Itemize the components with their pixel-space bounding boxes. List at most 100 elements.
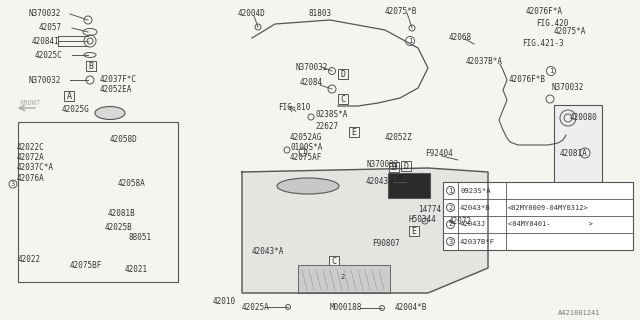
Ellipse shape (95, 107, 125, 119)
Text: N370032: N370032 (551, 83, 584, 92)
Text: 88051: 88051 (128, 233, 151, 242)
Text: 14774: 14774 (418, 204, 441, 213)
Text: 42025A: 42025A (242, 302, 269, 311)
Text: N370032: N370032 (29, 76, 61, 84)
Text: 42075AF: 42075AF (290, 153, 323, 162)
Text: 42025G: 42025G (62, 105, 90, 114)
Text: D: D (340, 69, 346, 78)
Circle shape (447, 237, 454, 245)
Bar (443, 182, 633, 250)
Text: FRONT: FRONT (20, 100, 41, 106)
Text: 42081A: 42081A (560, 148, 588, 157)
Text: N370032: N370032 (29, 9, 61, 18)
Text: <02MY0009-04MY0312>: <02MY0009-04MY0312> (508, 204, 589, 211)
Text: 42052Z: 42052Z (385, 132, 413, 141)
Text: 42043*B: 42043*B (460, 204, 491, 211)
Text: A421001241: A421001241 (558, 310, 600, 316)
Text: D: D (403, 162, 408, 171)
Text: 42084I: 42084I (32, 36, 60, 45)
Text: 42043J: 42043J (460, 221, 486, 228)
Text: 22627: 22627 (315, 122, 338, 131)
Text: 42057: 42057 (38, 22, 61, 31)
Text: 42058D: 42058D (110, 134, 138, 143)
Text: 42022C: 42022C (17, 142, 45, 151)
Bar (298, 265, 390, 293)
Text: A: A (67, 92, 72, 100)
Bar (329, 256, 339, 266)
Text: 42022: 42022 (18, 255, 41, 265)
Text: 42068: 42068 (449, 33, 472, 42)
Text: 420080: 420080 (570, 113, 598, 122)
Text: FIG.810: FIG.810 (278, 102, 310, 111)
Text: 42075*A: 42075*A (554, 27, 586, 36)
Text: 42004*B: 42004*B (395, 302, 428, 311)
Circle shape (547, 67, 556, 76)
Text: 42076F*B: 42076F*B (509, 75, 546, 84)
Text: 1: 1 (408, 38, 412, 44)
Text: F90807: F90807 (372, 239, 400, 249)
Text: 2: 2 (449, 221, 452, 228)
Text: M000188: M000188 (330, 302, 362, 311)
Circle shape (299, 148, 307, 156)
Text: 42043*A: 42043*A (252, 246, 284, 255)
Circle shape (9, 180, 17, 188)
Text: FIG.421-3: FIG.421-3 (522, 38, 564, 47)
Text: 2: 2 (449, 204, 452, 211)
Ellipse shape (277, 178, 339, 194)
Bar (388, 173, 430, 198)
Text: 1: 1 (301, 149, 305, 155)
Text: C: C (332, 257, 337, 266)
Text: 42081B: 42081B (108, 209, 136, 218)
Polygon shape (242, 168, 488, 293)
Text: 42037B*F: 42037B*F (460, 238, 495, 244)
Bar (349, 127, 359, 137)
Text: 1: 1 (549, 68, 553, 74)
Text: E: E (412, 227, 417, 236)
Text: 42052AG: 42052AG (290, 132, 323, 141)
Text: E: E (351, 127, 356, 137)
Text: 42072A: 42072A (17, 153, 45, 162)
Text: F92404: F92404 (425, 148, 452, 157)
Circle shape (406, 36, 415, 45)
Text: 42004D: 42004D (238, 9, 266, 18)
Text: 42058A: 42058A (118, 179, 146, 188)
Text: 42075BF: 42075BF (70, 260, 102, 269)
Text: 42052EA: 42052EA (100, 84, 132, 93)
Text: 2: 2 (341, 274, 345, 280)
Text: C: C (340, 94, 346, 103)
Text: 42010: 42010 (213, 297, 236, 306)
Bar (409, 226, 419, 236)
Text: 42076F*A: 42076F*A (526, 6, 563, 15)
Bar (338, 94, 348, 104)
Text: 1: 1 (449, 188, 452, 194)
Text: 81803: 81803 (308, 9, 331, 18)
Text: N370032: N370032 (366, 159, 398, 169)
Circle shape (447, 204, 454, 212)
Text: B: B (392, 163, 397, 172)
Circle shape (447, 220, 454, 228)
Text: 42037B*A: 42037B*A (466, 57, 503, 66)
Text: FIG.420: FIG.420 (536, 19, 568, 28)
Text: 42025C: 42025C (34, 51, 62, 60)
Text: 42037C*A: 42037C*A (17, 163, 54, 172)
Bar (64, 91, 74, 101)
Text: N370032: N370032 (295, 62, 328, 71)
Bar (554, 105, 602, 183)
Text: 42075*B: 42075*B (385, 6, 417, 15)
Text: 42021: 42021 (125, 266, 148, 275)
Circle shape (447, 187, 454, 195)
Text: B: B (88, 61, 93, 70)
Bar (338, 69, 348, 79)
Text: 0100S*A: 0100S*A (290, 142, 323, 151)
Bar (86, 61, 96, 71)
Text: 3: 3 (449, 238, 452, 244)
Text: 42037F*C: 42037F*C (100, 75, 137, 84)
Circle shape (338, 272, 348, 282)
Text: H50344: H50344 (408, 214, 436, 223)
Text: <04MY0401-         >: <04MY0401- > (508, 221, 593, 228)
Text: 42084: 42084 (300, 77, 323, 86)
Text: 42025B: 42025B (105, 223, 132, 233)
Text: 3: 3 (11, 181, 15, 187)
Text: 42076A: 42076A (17, 173, 45, 182)
Text: 42072: 42072 (449, 217, 472, 226)
